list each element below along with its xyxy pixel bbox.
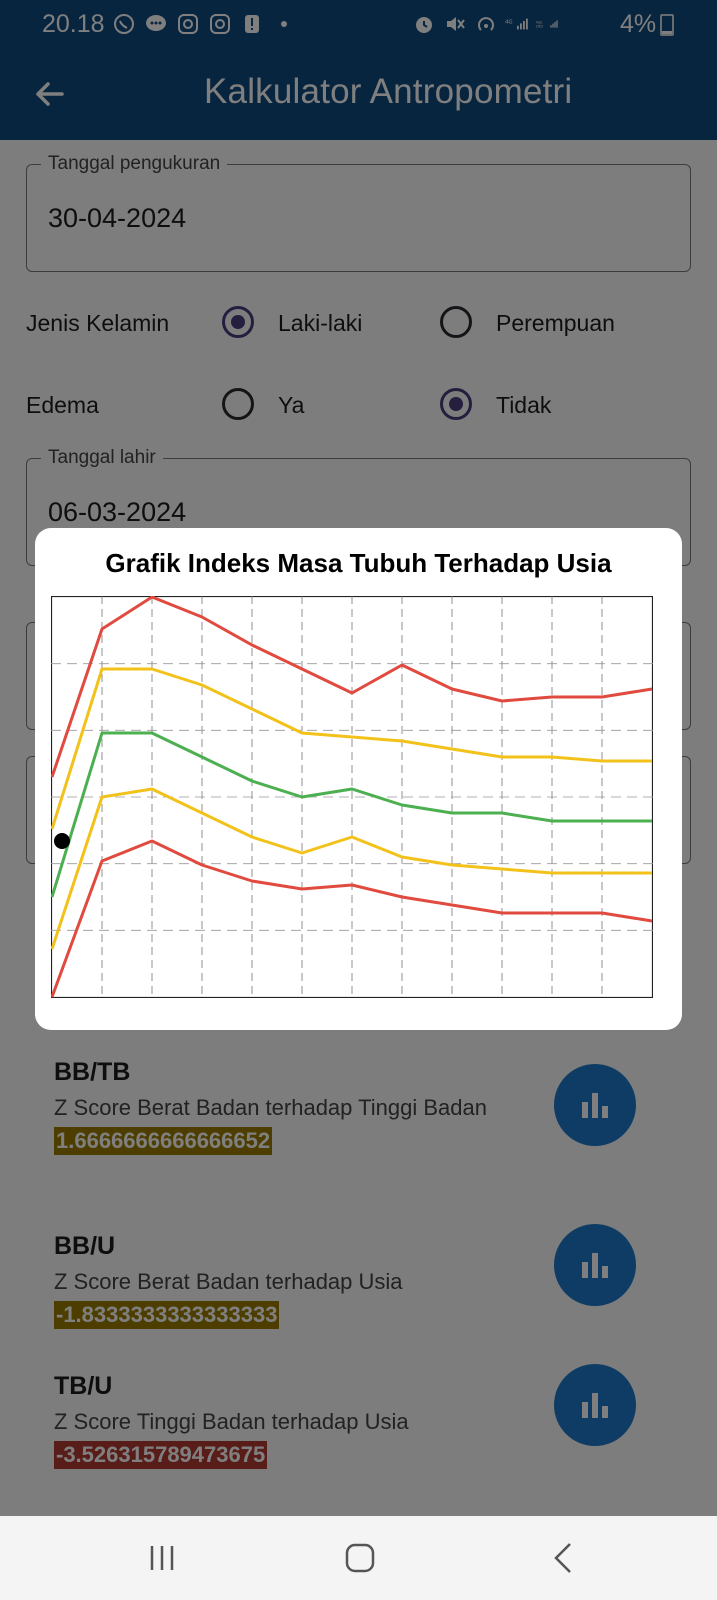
navigation-bar (0, 1516, 717, 1600)
series-line-1 (51, 596, 653, 778)
back-nav-button[interactable] (544, 1538, 584, 1578)
bmi-for-age-chart (51, 596, 653, 998)
series-line-2 (51, 667, 652, 830)
home-icon (345, 1543, 375, 1573)
home-button[interactable] (340, 1538, 380, 1578)
dialog-title: Grafik Indeks Masa Tubuh Terhadap Usia (105, 548, 612, 578)
chevron-left-icon (554, 1543, 571, 1573)
recent-apps-button[interactable] (142, 1538, 182, 1578)
series-line-4 (51, 787, 652, 950)
recent-apps-icon (150, 1546, 174, 1570)
chart-dialog: Grafik Indeks Masa Tubuh Terhadap Usia (35, 528, 682, 1030)
series-line-3 (51, 731, 652, 898)
data-point (54, 833, 70, 849)
series-line-5 (51, 839, 653, 998)
